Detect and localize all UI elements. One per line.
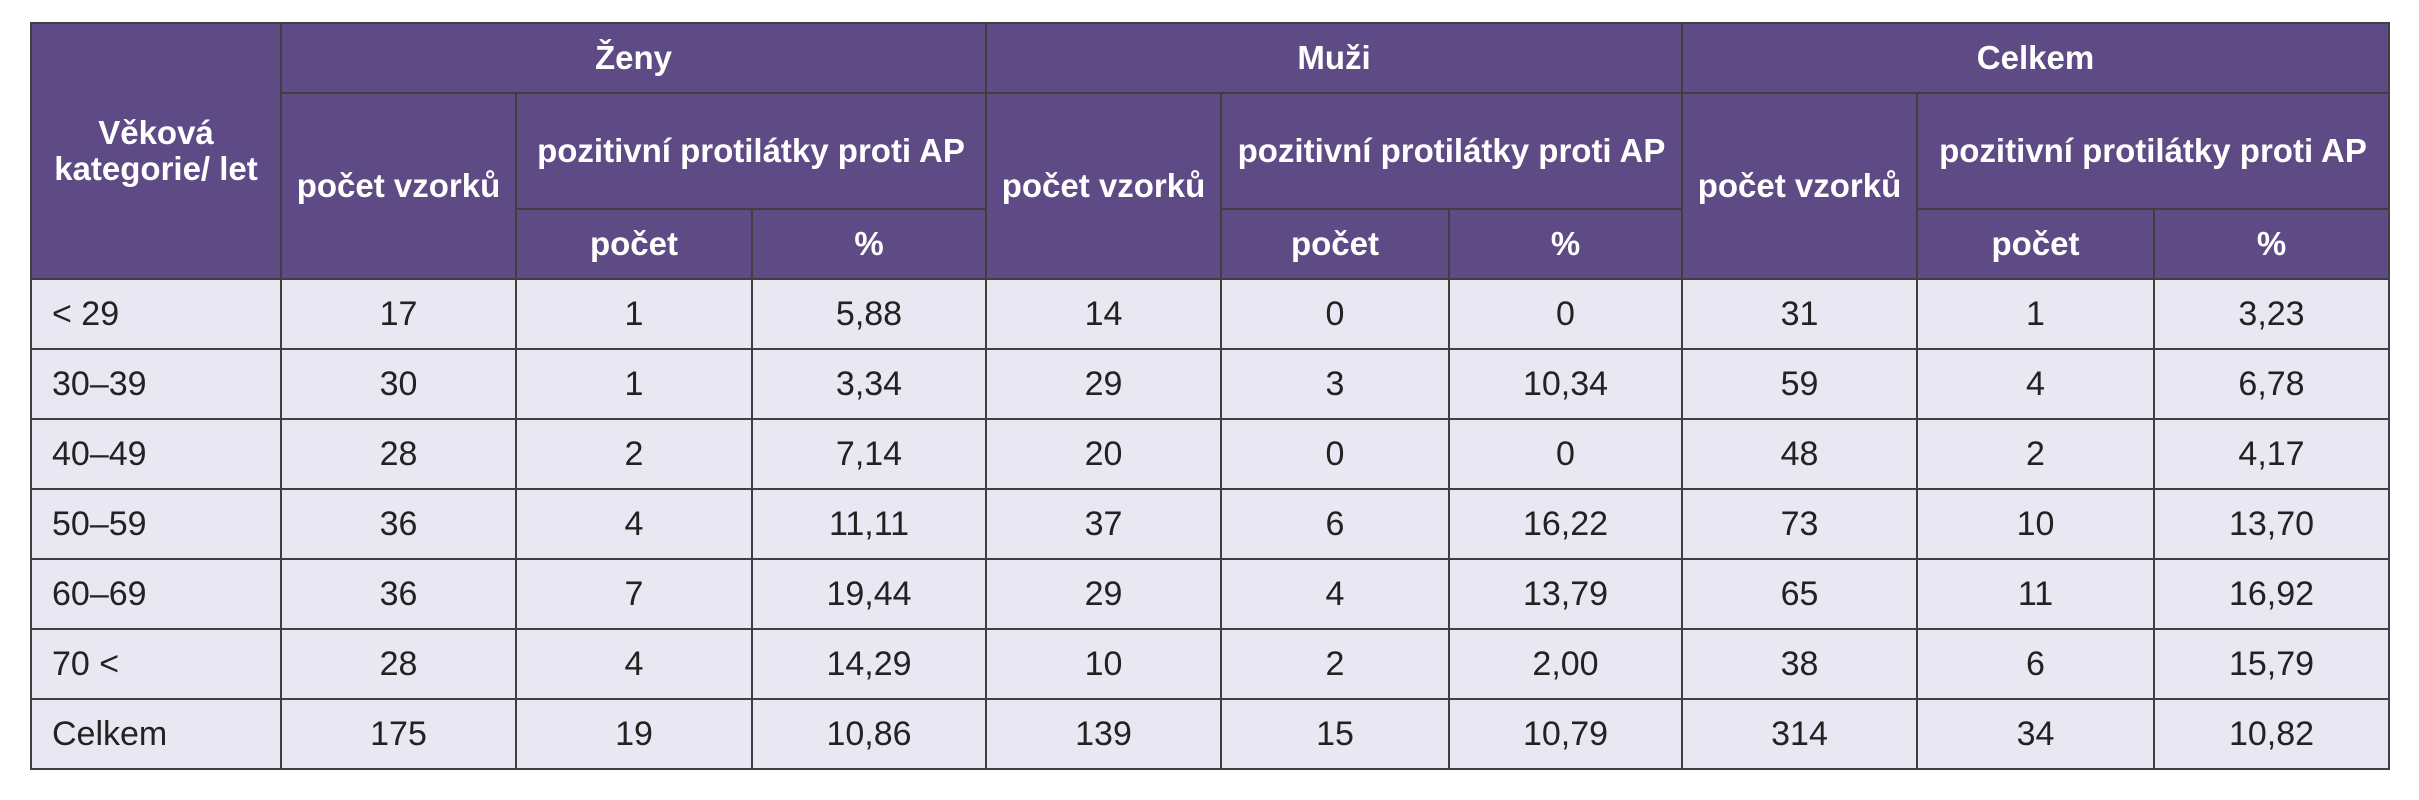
cell: 2,00: [1448, 628, 1683, 700]
header-group-total: Celkem: [1680, 22, 2391, 94]
table-row: 50–59 36 4 11,11 37 6 16,22 73 10 13,70: [30, 488, 2391, 560]
cell: 175: [280, 698, 517, 770]
cell: 13,79: [1448, 558, 1683, 630]
cell: 3: [1220, 348, 1450, 420]
table-row: < 29 17 1 5,88 14 0 0 31 1 3,23: [30, 278, 2391, 350]
cell: 3,34: [751, 348, 987, 420]
table-row: 60–69 36 7 19,44 29 4 13,79 65 11 16,92: [30, 558, 2391, 630]
cell: 2: [1916, 418, 2155, 490]
header-sample-count-men: počet vzorků: [985, 92, 1222, 280]
table-row: 30–39 30 1 3,34 29 3 10,34 59 4 6,78: [30, 348, 2391, 420]
cell: 17: [280, 278, 517, 350]
cell: 4: [515, 488, 753, 560]
cell: 1: [515, 348, 753, 420]
cell: 73: [1681, 488, 1918, 560]
cell-age-category: Celkem: [30, 698, 282, 770]
cell: 36: [280, 558, 517, 630]
cell: 38: [1681, 628, 1918, 700]
cell: 20: [985, 418, 1222, 490]
header-count-men: počet: [1220, 208, 1450, 280]
cell: 7,14: [751, 418, 987, 490]
cell: 14: [985, 278, 1222, 350]
cell: 10: [1916, 488, 2155, 560]
cell: 1: [515, 278, 753, 350]
data-table: Věková kategorie/ let Ženy Muži Celkem p…: [30, 22, 2391, 770]
cell-age-category: 70 <: [30, 628, 282, 700]
cell: 1: [1916, 278, 2155, 350]
cell: 59: [1681, 348, 1918, 420]
cell: 34: [1916, 698, 2155, 770]
cell: 6: [1220, 488, 1450, 560]
header-count-women: počet: [515, 208, 753, 280]
cell: 37: [985, 488, 1222, 560]
cell: 19,44: [751, 558, 987, 630]
header-percent-women: %: [751, 208, 987, 280]
header-age-category: Věková kategorie/ let: [30, 22, 282, 280]
cell: 6,78: [2152, 348, 2391, 420]
cell: 15: [1220, 698, 1450, 770]
cell-age-category: 60–69: [30, 558, 282, 630]
cell: 28: [280, 418, 517, 490]
header-positive-women: pozitivní protilátky proti AP: [515, 92, 987, 210]
cell: 28: [280, 628, 517, 700]
header-sample-count-women: počet vzorků: [280, 92, 517, 280]
cell: 15,79: [2152, 628, 2391, 700]
cell: 10: [985, 628, 1222, 700]
cell: 29: [985, 348, 1222, 420]
cell: 2: [1220, 628, 1450, 700]
cell-age-category: 40–49: [30, 418, 282, 490]
cell: 0: [1220, 418, 1450, 490]
table-body: < 29 17 1 5,88 14 0 0 31 1 3,23 30–39 30…: [30, 278, 2391, 770]
header-percent-total: %: [2152, 208, 2391, 280]
cell: 16,92: [2152, 558, 2391, 630]
cell: 2: [515, 418, 753, 490]
cell: 65: [1681, 558, 1918, 630]
cell: 11: [1916, 558, 2155, 630]
cell: 7: [515, 558, 753, 630]
cell: 0: [1448, 278, 1683, 350]
table-row: 40–49 28 2 7,14 20 0 0 48 2 4,17: [30, 418, 2391, 490]
cell: 0: [1448, 418, 1683, 490]
cell: 19: [515, 698, 753, 770]
cell: 10,79: [1448, 698, 1683, 770]
header-percent-men: %: [1448, 208, 1683, 280]
cell: 4: [1916, 348, 2155, 420]
header-positive-total: pozitivní protilátky proti AP: [1915, 92, 2391, 210]
cell: 3,23: [2152, 278, 2391, 350]
table-container: Věková kategorie/ let Ženy Muži Celkem p…: [30, 22, 2391, 770]
header-count-total: počet: [1916, 208, 2155, 280]
table-header: Věková kategorie/ let Ženy Muži Celkem p…: [30, 22, 2391, 280]
cell: 0: [1220, 278, 1450, 350]
cell: 29: [985, 558, 1222, 630]
cell: 4: [1220, 558, 1450, 630]
table-row: Celkem 175 19 10,86 139 15 10,79 314 34 …: [30, 698, 2391, 770]
cell: 314: [1681, 698, 1918, 770]
header-sample-count-total: počet vzorků: [1681, 92, 1918, 280]
cell: 13,70: [2152, 488, 2391, 560]
header-group-men: Muži: [985, 22, 1683, 94]
cell: 16,22: [1448, 488, 1683, 560]
cell: 5,88: [751, 278, 987, 350]
cell: 4: [515, 628, 753, 700]
cell-age-category: < 29: [30, 278, 282, 350]
cell: 6: [1916, 628, 2155, 700]
cell: 10,82: [2152, 698, 2391, 770]
cell: 48: [1681, 418, 1918, 490]
cell: 139: [985, 698, 1222, 770]
cell-age-category: 30–39: [30, 348, 282, 420]
cell: 4,17: [2152, 418, 2391, 490]
cell: 10,34: [1448, 348, 1683, 420]
cell: 36: [280, 488, 517, 560]
header-positive-men: pozitivní protilátky proti AP: [1220, 92, 1683, 210]
cell: 30: [280, 348, 517, 420]
cell: 14,29: [751, 628, 987, 700]
cell-age-category: 50–59: [30, 488, 282, 560]
cell: 31: [1681, 278, 1918, 350]
table-row: 70 < 28 4 14,29 10 2 2,00 38 6 15,79: [30, 628, 2391, 700]
header-group-women: Ženy: [280, 22, 987, 94]
cell: 10,86: [751, 698, 987, 770]
cell: 11,11: [751, 488, 987, 560]
